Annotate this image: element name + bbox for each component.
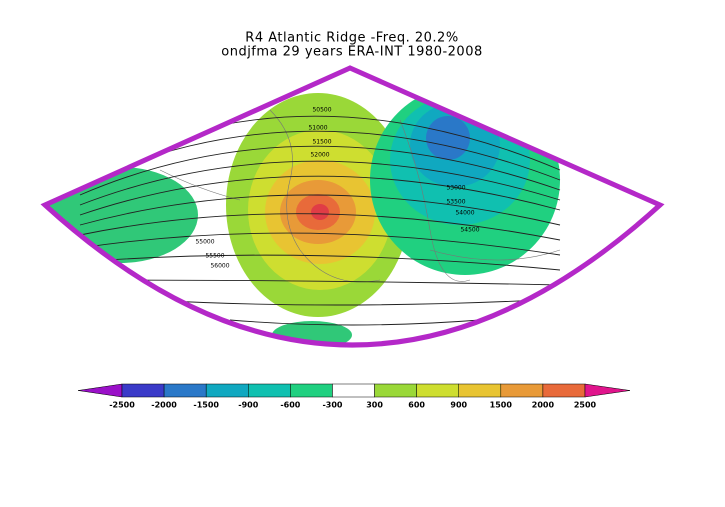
colorbar-tick-label: 1500 xyxy=(490,401,513,410)
contour-label: 50500 xyxy=(312,107,331,114)
colorbar-tick-label: -600 xyxy=(280,401,300,410)
contour-label: 54500 xyxy=(460,227,479,234)
contour-label: 55000 xyxy=(195,239,214,246)
contour-label: 53000 xyxy=(446,185,465,192)
contour-label: 51000 xyxy=(308,125,327,132)
contour-label: 53500 xyxy=(446,199,465,206)
map xyxy=(45,68,660,345)
colorbar-segment xyxy=(416,383,459,398)
colorbar-tick-label: 2500 xyxy=(574,401,597,410)
colorbar-segment xyxy=(163,383,207,398)
colorbar-segment xyxy=(248,383,291,398)
map-border xyxy=(40,65,665,348)
colorbar-tick-label: 600 xyxy=(408,401,425,410)
colorbar-arrow xyxy=(77,383,123,398)
colorbar-segment xyxy=(374,383,417,398)
colorbar-tick-label: -1500 xyxy=(193,401,219,410)
colorbar-arrow xyxy=(584,383,631,398)
contour-label: 54000 xyxy=(455,210,474,217)
colorbar-segment xyxy=(290,383,333,398)
title: R4 Atlantic Ridge -Freq. 20.2% xyxy=(245,31,458,46)
colorbar-segment xyxy=(205,383,249,398)
colorbar-tick-label: -900 xyxy=(238,401,258,410)
colorbar-tick-label: 900 xyxy=(450,401,467,410)
colorbar-segment xyxy=(121,383,165,398)
colorbar-tick-label: -300 xyxy=(322,401,342,410)
colorbar-tick-label: -2500 xyxy=(109,401,135,410)
colorbar-segment xyxy=(458,383,502,398)
contour-label: 51500 xyxy=(312,139,331,146)
contour-label: 56000 xyxy=(210,263,229,270)
contour-label: 52000 xyxy=(310,152,329,159)
colorbar-tick-label: -2000 xyxy=(151,401,177,410)
subtitle: ondjfma 29 years ERA-INT 1980-2008 xyxy=(221,45,483,60)
colorbar-segment xyxy=(500,383,544,398)
contour-label: 55500 xyxy=(205,253,224,260)
colorbar-segment xyxy=(542,383,586,398)
colorbar-tick-label: 2000 xyxy=(532,401,555,410)
colorbar-tick-label: 300 xyxy=(366,401,383,410)
colorbar-segment xyxy=(332,383,375,398)
